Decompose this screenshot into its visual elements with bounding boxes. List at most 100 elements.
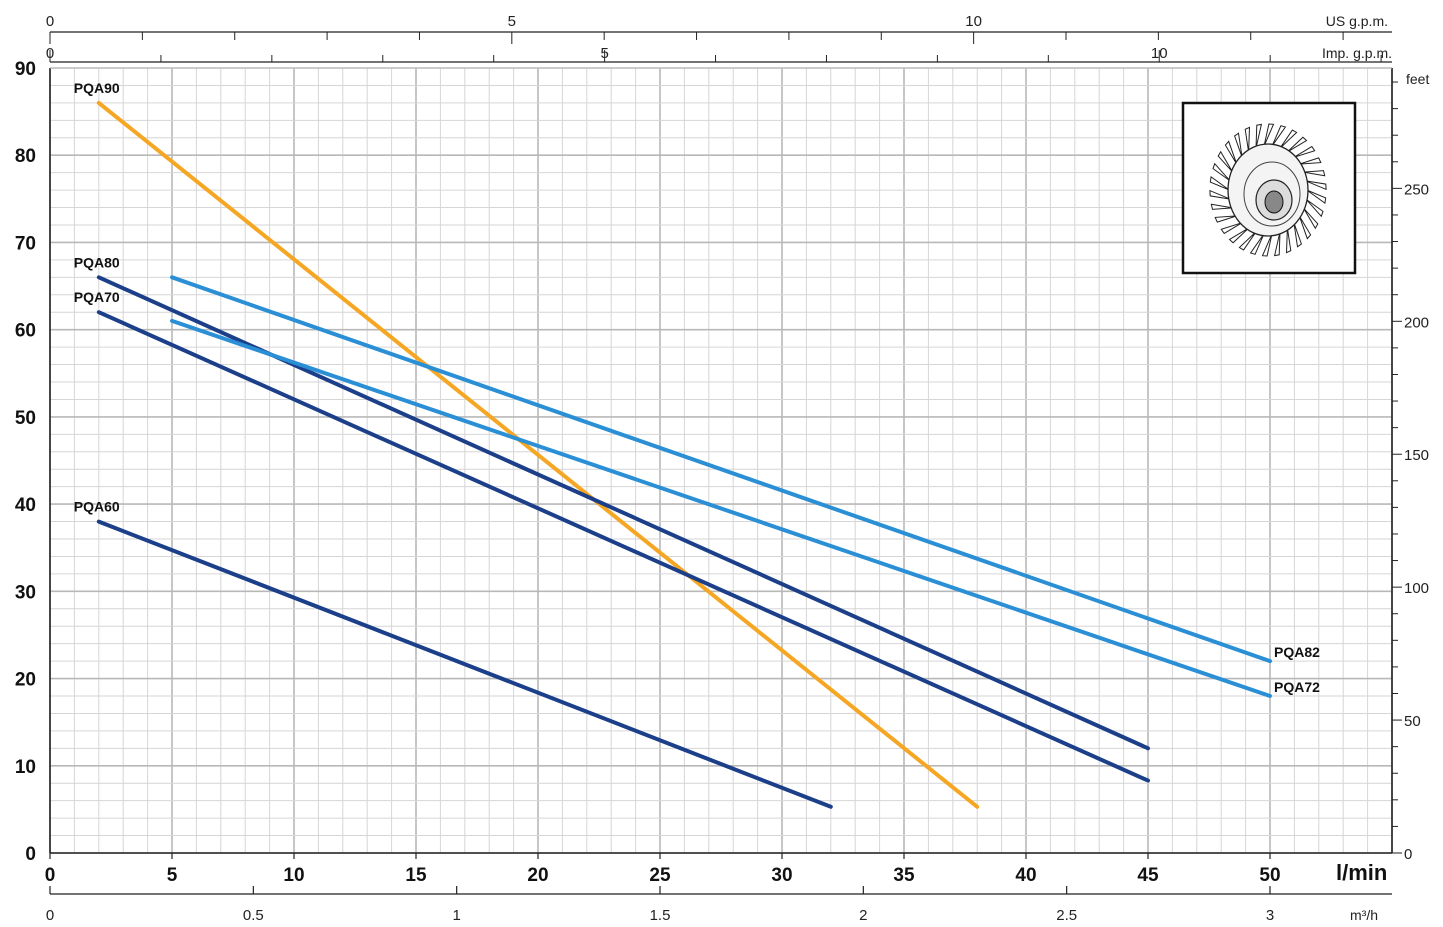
x-tick-label: 25 (649, 865, 671, 886)
feet-tick-label: 150 (1404, 447, 1429, 464)
impeller-blade (1293, 145, 1316, 158)
series-label-pqa90: PQA90 (74, 80, 120, 96)
y-tick-label: 70 (15, 233, 36, 254)
series-line-pqa70 (96, 310, 1150, 783)
impeller-blade (1261, 233, 1273, 257)
series-label-pqa80: PQA80 (74, 254, 120, 270)
x-tick-label: 20 (527, 865, 548, 886)
impeller-blade (1212, 162, 1231, 182)
m3h-tick-label: 1 (452, 907, 460, 924)
impeller-illustration (1181, 101, 1357, 275)
feet-tick-label: 100 (1404, 580, 1429, 597)
m3h-tick-label: 2.5 (1056, 907, 1077, 924)
x-axis-ticks: 0 5 10 15 20 25 30 35 40 45 50 (45, 853, 1281, 886)
feet-axis-ticks: 0 50 100 150 200 250 (1392, 81, 1429, 863)
m3h-tick-label: 2 (859, 907, 867, 924)
impeller-blade (1228, 227, 1249, 244)
impeller-blade (1285, 228, 1292, 254)
y-tick-label: 80 (15, 146, 36, 167)
us-gpm-tick-label: 10 (965, 13, 982, 30)
series-line-pqa60 (96, 519, 833, 809)
impeller-blade (1220, 222, 1243, 235)
y-tick-label: 40 (15, 495, 36, 516)
y-tick-label: 10 (15, 757, 36, 778)
impeller-blade (1305, 198, 1324, 218)
imp-gpm-ticks: 0 5 10 (46, 45, 1382, 62)
x-tick-label: 30 (771, 865, 792, 886)
m3h-tick-label: 1.5 (650, 907, 671, 924)
feet-tick-label: 50 (1404, 713, 1421, 730)
x-tick-label: 0 (45, 865, 56, 886)
us-gpm-unit-label: US g.p.m. (1326, 13, 1388, 29)
y-tick-label: 60 (15, 321, 36, 342)
impeller-blade (1255, 123, 1263, 149)
x-tick-label: 50 (1259, 865, 1280, 886)
us-gpm-tick-label: 5 (508, 13, 516, 30)
impeller-blade (1209, 189, 1231, 200)
impeller-blade (1299, 157, 1322, 165)
impeller-blade (1210, 203, 1233, 210)
impeller-ring (1243, 161, 1301, 227)
impeller-blade (1214, 215, 1237, 223)
impeller-blade (1293, 222, 1302, 248)
y-tick-label: 50 (15, 408, 36, 429)
feet-tick-label: 200 (1404, 314, 1429, 331)
y-tick-label: 90 (15, 59, 36, 80)
series-label-pqa82: PQA82 (1274, 644, 1320, 660)
x-axis-unit-label: l/min (1336, 860, 1387, 885)
series-lines (96, 100, 1272, 809)
x-tick-label: 15 (405, 865, 427, 886)
series-label-pqa60: PQA60 (74, 499, 120, 515)
x-tick-label: 40 (1015, 865, 1036, 886)
series-line-pqa72 (170, 318, 1272, 698)
feet-axis-unit-label: feet (1406, 71, 1429, 87)
impeller-blade (1263, 123, 1275, 147)
feet-tick-label: 250 (1404, 181, 1429, 198)
impeller-blade (1303, 170, 1326, 177)
feet-tick-label: 0 (1404, 846, 1412, 863)
impeller-bore (1264, 190, 1284, 214)
impeller-blade (1302, 207, 1319, 230)
y-tick-label: 20 (15, 670, 36, 691)
impeller-blade (1244, 126, 1251, 152)
imp-gpm-unit-label: Imp. g.p.m. (1322, 45, 1392, 61)
series-labels: PQA90 PQA80 PQA70 PQA60 PQA82 PQA72 (74, 80, 1320, 695)
impeller-blade (1238, 231, 1257, 251)
series-label-pqa72: PQA72 (1274, 679, 1320, 695)
x-tick-label: 45 (1137, 865, 1159, 886)
impeller-blade (1279, 129, 1298, 149)
impeller-blade (1306, 189, 1327, 204)
series-line-pqa82 (170, 275, 1272, 664)
m3h-axis-unit-label: m³/h (1350, 907, 1378, 923)
impeller-blade (1217, 150, 1234, 173)
imp-gpm-tick-label: 5 (600, 45, 608, 62)
top-axes: 0 5 10 0 5 10 US g.p.m. Imp. g.p.m. (46, 13, 1392, 63)
impeller-blade (1249, 233, 1265, 255)
plot-frame (49, 67, 1393, 854)
y-tick-label: 0 (25, 844, 36, 865)
m3h-tick-label: 0 (46, 907, 54, 924)
series-label-pqa70: PQA70 (74, 289, 120, 305)
m3h-tick-label: 0.5 (243, 907, 264, 924)
us-gpm-ticks: 0 5 10 (46, 13, 1344, 44)
imp-gpm-tick-label: 0 (46, 45, 54, 62)
x-tick-label: 10 (283, 865, 304, 886)
chart-grid (49, 67, 1393, 854)
impeller-blade (1305, 180, 1327, 191)
impeller-blade (1298, 215, 1312, 240)
impeller-blade (1209, 176, 1230, 191)
us-gpm-tick-label: 0 (46, 13, 54, 30)
series-line-pqa90 (96, 100, 980, 809)
m3h-tick-label: 3 (1266, 907, 1274, 924)
impeller-blade (1273, 231, 1281, 257)
y-tick-label: 30 (15, 582, 36, 603)
impeller-blade (1287, 136, 1308, 153)
imp-gpm-tick-label: 10 (1151, 45, 1168, 62)
x-tick-label: 5 (167, 865, 178, 886)
impeller-blade (1234, 132, 1243, 158)
m3h-axis: 0 0.5 1 1.5 2 2.5 3 (46, 886, 1392, 924)
x-tick-label: 35 (893, 865, 915, 886)
impeller-icon (1209, 123, 1327, 257)
y-axis-ticks: 0 10 20 30 40 50 60 70 80 90 (15, 59, 36, 865)
